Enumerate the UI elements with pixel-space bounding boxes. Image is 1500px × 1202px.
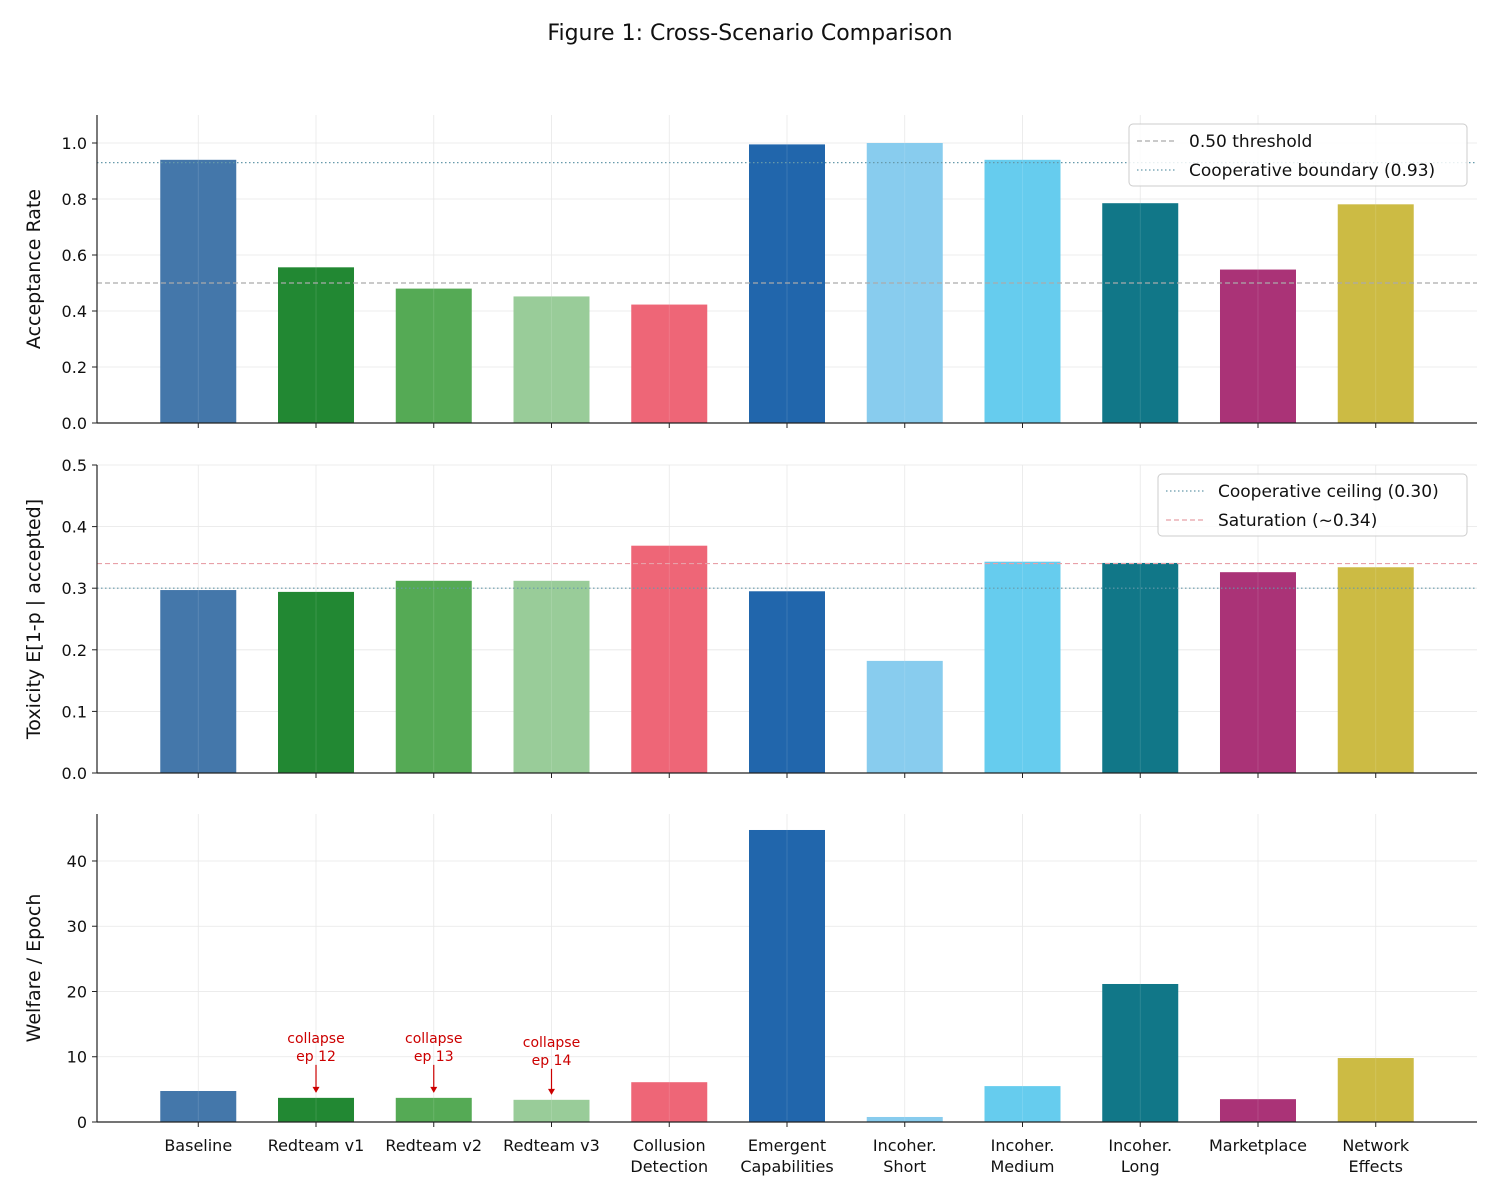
bar-collusion-detection <box>631 1082 708 1122</box>
panel-1: 0.0 0.2 0.4 0.6 0.8 1.0 Acceptance Rate 0.50 th… <box>23 115 1477 433</box>
y-tick-label: 0.2 <box>62 641 87 660</box>
legend-label: Cooperative boundary (0.93) <box>1189 161 1435 181</box>
panel-3: 0 10 20 30 40 Welfare / Epoch collapse ep 12 col… <box>23 814 1477 1176</box>
x-tick-label: Baseline <box>164 1136 232 1155</box>
legend-label: Cooperative ceiling (0.30) <box>1218 482 1439 502</box>
x-tick-label: Long <box>1121 1157 1160 1176</box>
bar-incoher.-medium <box>984 1086 1061 1122</box>
bar-incoher.-medium <box>984 159 1061 424</box>
bar-emergent-capabilities <box>749 144 825 423</box>
y-tick-label: 30 <box>67 917 87 936</box>
bar-marketplace <box>1219 269 1296 423</box>
x-tick-label: Incoher. <box>1108 1136 1172 1155</box>
y-axis-label: Acceptance Rate <box>23 189 45 349</box>
bar-redteam-v3 <box>513 580 590 773</box>
x-tick-label: Detection <box>630 1157 708 1176</box>
figure-title: Figure 1: Cross-Scenario Comparison <box>547 21 952 46</box>
x-tick-label: Redteam v2 <box>385 1136 482 1155</box>
x-tick-label: Collusion <box>633 1136 706 1155</box>
bar-redteam-v3 <box>513 1099 590 1122</box>
y-tick-label: 0.8 <box>62 190 87 209</box>
y-tick-label: 0.3 <box>62 579 87 598</box>
y-tick-label: 0.0 <box>62 764 87 783</box>
x-tick-label: Effects <box>1349 1157 1403 1176</box>
y-tick-label: 0.4 <box>62 302 87 321</box>
x-tick-label: Network <box>1342 1136 1410 1155</box>
y-tick-label: 0 <box>77 1113 87 1132</box>
annotation-text: ep 14 <box>532 1053 572 1069</box>
x-tick-label: Capabilities <box>740 1157 833 1176</box>
bar-redteam-v1 <box>278 267 355 423</box>
bar-baseline <box>160 1091 237 1122</box>
bar-collusion-detection <box>631 545 708 773</box>
bar-network-effects <box>1337 1058 1414 1122</box>
legend <box>1128 123 1468 187</box>
bar-network-effects <box>1337 567 1414 773</box>
legend <box>1157 473 1468 537</box>
y-axis-label: Welfare / Epoch <box>23 894 45 1043</box>
annotation-text: ep 12 <box>296 1049 336 1065</box>
bar-redteam-v2 <box>395 288 472 423</box>
x-tick-label: Redteam v3 <box>503 1136 600 1155</box>
x-tick-label: Emergent <box>748 1136 826 1155</box>
bar-emergent-capabilities <box>749 591 825 773</box>
y-tick-label: 1.0 <box>62 134 87 153</box>
annotation-text: ep 13 <box>414 1049 454 1065</box>
bar-emergent-capabilities <box>749 829 825 1122</box>
annotation-text: collapse <box>405 1031 462 1047</box>
bar-incoher.-long <box>1102 203 1179 423</box>
bar-incoher.-long <box>1102 983 1179 1122</box>
bar-redteam-v3 <box>513 296 590 423</box>
y-tick-label: 0.2 <box>62 358 87 377</box>
bar-redteam-v1 <box>278 591 355 773</box>
x-tick-label: Incoher. <box>991 1136 1055 1155</box>
y-tick-label: 0.0 <box>62 414 87 433</box>
y-tick-label: 10 <box>67 1048 87 1067</box>
bar-incoher.-short <box>866 1116 943 1122</box>
x-tick-label: Marketplace <box>1209 1136 1307 1155</box>
annotation-arrowhead <box>312 1086 320 1093</box>
annotation-text: collapse <box>287 1031 344 1047</box>
bar-baseline <box>160 159 237 424</box>
y-tick-label: 0.5 <box>62 456 87 475</box>
bar-redteam-v2 <box>395 580 472 773</box>
x-tick-label: Incoher. <box>873 1136 937 1155</box>
y-axis-label: Toxicity E[1-p | accepted] <box>23 499 45 740</box>
legend-label: Saturation (~0.34) <box>1218 511 1377 531</box>
annotation-arrowhead <box>548 1088 556 1095</box>
y-tick-label: 20 <box>67 982 87 1001</box>
bar-collusion-detection <box>631 304 708 423</box>
panel-2: 0.0 0.1 0.2 0.3 0.4 0.5 Toxicity E[1-p | accep… <box>23 456 1477 783</box>
bar-incoher.-medium <box>984 561 1061 773</box>
bar-marketplace <box>1219 572 1296 773</box>
bar-baseline <box>160 590 237 773</box>
bar-network-effects <box>1337 204 1414 423</box>
bar-redteam-v2 <box>395 1097 472 1122</box>
bar-marketplace <box>1219 1099 1296 1122</box>
legend-label: 0.50 threshold <box>1189 132 1312 152</box>
y-tick-label: 40 <box>67 852 87 871</box>
annotation-text: collapse <box>523 1035 580 1051</box>
bar-incoher.-short <box>866 660 943 773</box>
annotation-arrowhead <box>430 1086 438 1093</box>
y-tick-label: 0.4 <box>62 518 87 537</box>
bar-incoher.-long <box>1102 562 1179 773</box>
x-tick-label: Short <box>883 1157 926 1176</box>
x-tick-label: Medium <box>991 1157 1055 1176</box>
y-tick-label: 0.6 <box>62 246 87 265</box>
bar-redteam-v1 <box>278 1097 355 1122</box>
x-tick-label: Redteam v1 <box>268 1136 365 1155</box>
y-tick-label: 0.1 <box>62 702 87 721</box>
